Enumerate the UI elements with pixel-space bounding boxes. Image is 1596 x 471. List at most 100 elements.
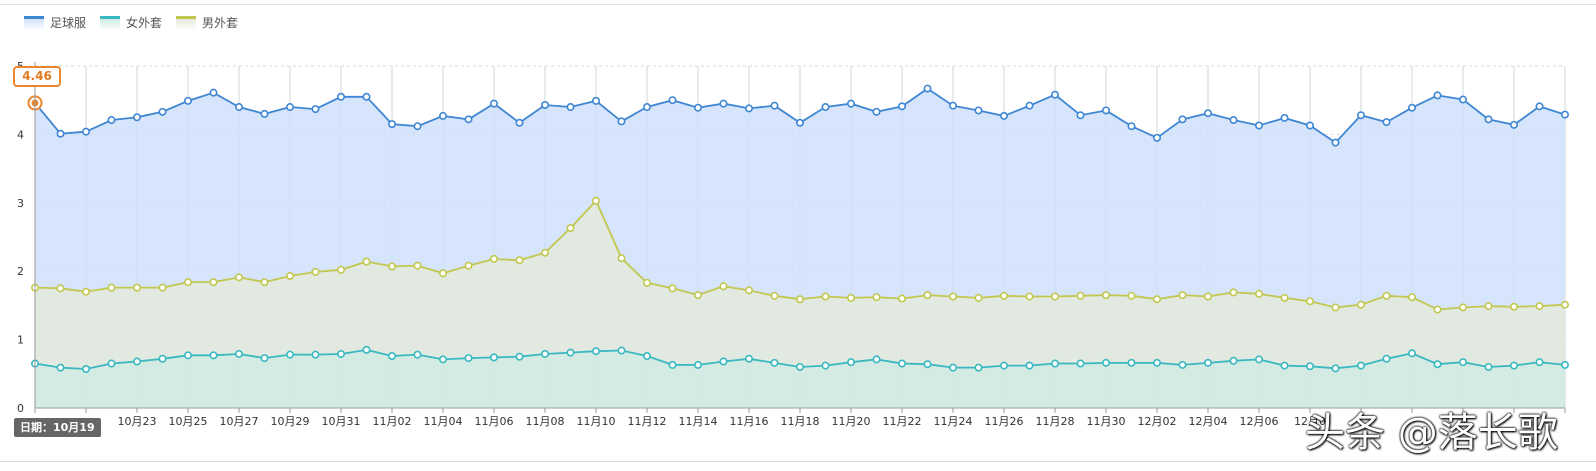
- x-tick-label: 10月25: [169, 415, 208, 428]
- data-point: [1433, 305, 1442, 314]
- x-tick-label: 12月0: [1294, 415, 1326, 428]
- data-point: [1306, 121, 1315, 130]
- data-point: [795, 118, 804, 127]
- data-point: [642, 103, 651, 112]
- data-point: [770, 358, 779, 367]
- data-point: [387, 120, 396, 129]
- data-point: [846, 293, 855, 302]
- legend: 足球服 女外套 男外套: [24, 14, 238, 31]
- data-point: [1127, 122, 1136, 131]
- data-point: [948, 101, 957, 110]
- data-point: [1051, 90, 1060, 99]
- data-point: [540, 100, 549, 109]
- data-point: [719, 99, 728, 108]
- axes: 01234510月2310月2510月2710月2910月3111月0211月0…: [17, 60, 1566, 428]
- data-point: [413, 350, 422, 359]
- data-point: [1204, 292, 1213, 301]
- y-tick-label: 4: [17, 128, 24, 141]
- data-point: [1535, 302, 1544, 311]
- data-point: [1280, 293, 1289, 302]
- data-point: [107, 359, 116, 368]
- data-point: [1153, 133, 1162, 142]
- y-tick-label: 2: [17, 265, 24, 278]
- data-point: [1357, 300, 1366, 309]
- data-point: [617, 254, 626, 263]
- data-point: [1510, 120, 1519, 129]
- data-point: [336, 349, 345, 358]
- data-point: [464, 261, 473, 270]
- data-point: [1408, 293, 1417, 302]
- data-point: [464, 115, 473, 124]
- data-point: [872, 107, 881, 116]
- data-point: [744, 104, 753, 113]
- data-point: [158, 107, 167, 116]
- legend-item-men-coat[interactable]: 男外套: [176, 14, 238, 31]
- data-point: [795, 295, 804, 304]
- legend-label-football: 足球服: [50, 16, 87, 30]
- legend-item-football[interactable]: 足球服: [24, 14, 86, 31]
- data-point: [336, 265, 345, 274]
- data-point: [770, 101, 779, 110]
- data-point: [1178, 360, 1187, 369]
- data-point: [540, 248, 549, 257]
- data-point: [489, 254, 498, 263]
- data-point: [311, 350, 320, 359]
- data-point: [821, 103, 830, 112]
- data-point: [668, 360, 677, 369]
- data-point: [1433, 91, 1442, 100]
- legend-item-women-coat[interactable]: 女外套: [100, 14, 162, 31]
- data-point: [413, 122, 422, 131]
- data-point: [591, 347, 600, 356]
- data-point: [897, 294, 906, 303]
- data-point: [897, 359, 906, 368]
- top-border: [0, 4, 1596, 5]
- x-tick-label: 12月02: [1138, 415, 1177, 428]
- data-point: [1025, 101, 1034, 110]
- data-point: [566, 103, 575, 112]
- data-point: [1025, 361, 1034, 370]
- data-point: [693, 103, 702, 112]
- data-point: [1076, 359, 1085, 368]
- data-point: [1408, 349, 1417, 358]
- y-tick-label: 1: [17, 334, 24, 347]
- data-point: [1433, 360, 1442, 369]
- data-point: [158, 283, 167, 292]
- x-tick-label: 11月22: [883, 415, 922, 428]
- data-point: [1510, 302, 1519, 311]
- data-point: [897, 102, 906, 111]
- data-point: [821, 292, 830, 301]
- legend-label-women-coat: 女外套: [126, 16, 163, 30]
- data-point: [184, 278, 193, 287]
- data-point: [1484, 362, 1493, 371]
- y-tick-label: 3: [17, 197, 24, 210]
- x-tick-label: 11月24: [934, 415, 973, 428]
- data-point: [1382, 354, 1391, 363]
- data-point: [744, 286, 753, 295]
- data-point: [821, 361, 830, 370]
- x-tick-label: 11月08: [526, 415, 565, 428]
- data-point: [362, 257, 371, 266]
- x-tick-label: 12月04: [1189, 415, 1228, 428]
- data-point: [56, 284, 65, 293]
- data-point: [184, 96, 193, 105]
- data-point: [285, 271, 294, 280]
- data-point: [948, 363, 957, 372]
- data-point: [1357, 361, 1366, 370]
- data-point: [1561, 300, 1570, 309]
- data-point: [693, 360, 702, 369]
- legend-label-men-coat: 男外套: [202, 16, 239, 30]
- data-point: [1561, 110, 1570, 119]
- data-point: [1102, 291, 1111, 300]
- legend-swatch-men-coat: [176, 15, 197, 30]
- data-point: [1280, 113, 1289, 122]
- data-point: [56, 363, 65, 372]
- data-point: [438, 269, 447, 278]
- data-point: [591, 96, 600, 105]
- x-tick-label: 11月06: [475, 415, 514, 428]
- data-point: [1484, 302, 1493, 311]
- watermark: 头条 @落长歌: [1305, 410, 1558, 456]
- tooltip-value: 4.46: [13, 66, 61, 87]
- data-point: [515, 352, 524, 361]
